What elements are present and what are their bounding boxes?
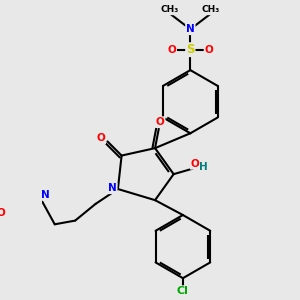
Text: O: O <box>0 208 5 218</box>
Text: N: N <box>108 183 117 193</box>
Text: N: N <box>41 190 50 200</box>
Text: O: O <box>156 117 165 127</box>
Text: Cl: Cl <box>177 286 189 296</box>
Text: O: O <box>96 134 105 143</box>
Text: O: O <box>190 159 199 169</box>
Text: CH₃: CH₃ <box>202 5 220 14</box>
Text: N: N <box>186 24 195 34</box>
Text: H: H <box>199 162 208 172</box>
Text: O: O <box>205 45 213 55</box>
Text: O: O <box>167 45 176 55</box>
Text: S: S <box>186 43 195 56</box>
Text: CH₃: CH₃ <box>161 5 179 14</box>
